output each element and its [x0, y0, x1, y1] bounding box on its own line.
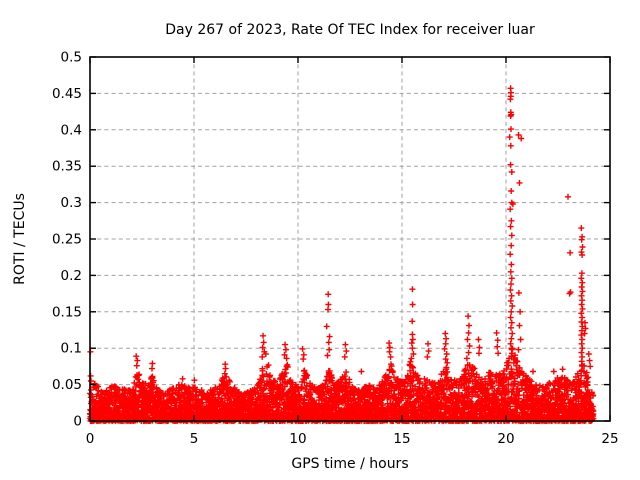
- y-tick-label: 0.4: [61, 122, 82, 138]
- x-tick-label: 5: [190, 431, 199, 447]
- grid-lines: [90, 57, 610, 421]
- y-tick-label: 0.15: [52, 304, 82, 320]
- y-tick-label: 0: [73, 414, 82, 430]
- axis-ticks: [89, 56, 611, 422]
- y-tick-label: 0.05: [52, 377, 82, 393]
- y-tick-label: 0.25: [52, 232, 82, 248]
- y-tick-label: 0.1: [61, 341, 82, 357]
- chart-title: Day 267 of 2023, Rate Of TEC Index for r…: [165, 22, 535, 38]
- x-axis-label: GPS time / hours: [291, 456, 408, 472]
- data-points: [87, 85, 597, 424]
- y-tick-label: 0.45: [52, 86, 82, 102]
- x-tick-label: 20: [497, 431, 514, 447]
- y-tick-label: 0.35: [52, 159, 82, 175]
- y-axis-label: ROTI / TECUs: [12, 193, 28, 285]
- x-tick-label: 25: [601, 431, 618, 447]
- x-tick-label: 10: [289, 431, 306, 447]
- y-tick-label: 0.3: [61, 195, 82, 211]
- y-tick-label: 0.2: [61, 268, 82, 284]
- y-tick-labels: 0 0.05 0.1 0.15 0.2 0.25 0.3 0.35 0.4 0.45 0.5: [52, 50, 82, 430]
- x-tick-label: 0: [86, 431, 95, 447]
- x-tick-labels: 0 5 10 15 20 25: [86, 431, 619, 447]
- x-tick-label: 15: [393, 431, 410, 447]
- y-tick-label: 0.5: [61, 50, 82, 66]
